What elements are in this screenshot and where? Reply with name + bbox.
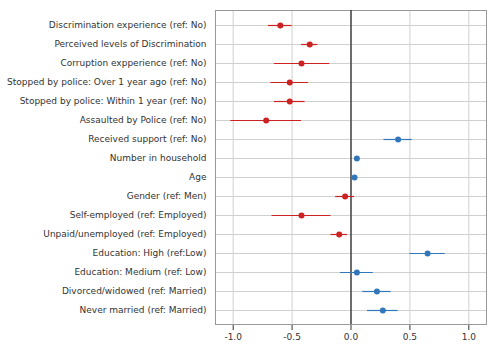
svg-text:Never married (ref: Married): Never married (ref: Married) [80,305,207,315]
svg-text:Discrimination experience (ref: Discrimination experience (ref: No) [49,20,207,30]
svg-text:Stopped by police: Within 1 ye: Stopped by police: Within 1 year (ref: N… [20,96,207,106]
svg-text:-1.0: -1.0 [224,332,242,342]
svg-text:Unpaid/unemployed (ref: Employ: Unpaid/unemployed (ref: Employed) [43,229,206,239]
svg-text:0.0: 0.0 [344,332,359,342]
svg-text:0.5: 0.5 [403,332,417,342]
svg-text:Divorced/widowed (ref: Married: Divorced/widowed (ref: Married) [62,286,207,296]
svg-text:Age: Age [189,172,207,182]
svg-text:Education: Medium (ref: Low): Education: Medium (ref: Low) [74,267,206,277]
svg-text:-0.5: -0.5 [283,332,301,342]
svg-text:Corruption expperience (ref: N: Corruption expperience (ref: No) [60,58,206,68]
svg-text:Perceived levels of Discrimina: Perceived levels of Discrimination [54,39,206,49]
svg-text:Education: High (ref:Low): Education: High (ref:Low) [93,248,207,258]
svg-text:Stopped by police: Over 1 year: Stopped by police: Over 1 year ago (ref:… [7,77,206,87]
svg-text:Received support (ref: No): Received support (ref: No) [88,134,206,144]
svg-text:Self-employed (ref: Employed): Self-employed (ref: Employed) [70,210,207,220]
svg-text:Gender (ref: Men): Gender (ref: Men) [127,191,207,201]
svg-text:1.0: 1.0 [462,332,477,342]
svg-text:Number in household: Number in household [110,153,207,163]
svg-text:Assaulted by Police (ref: No): Assaulted by Police (ref: No) [80,115,207,125]
